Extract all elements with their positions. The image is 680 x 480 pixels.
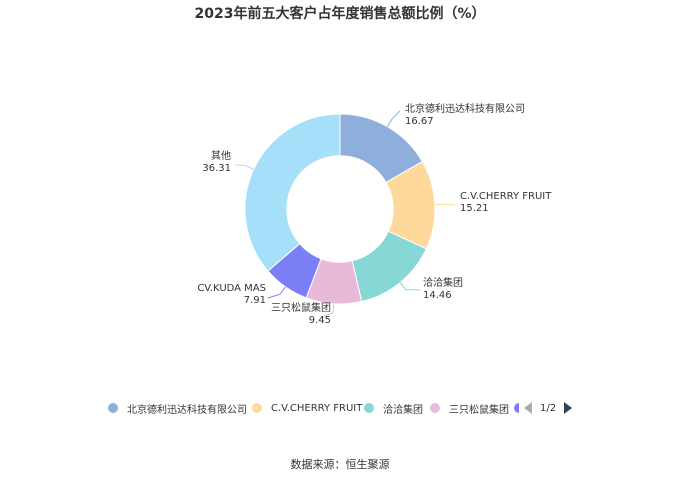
slice-label-3: 洽洽集团 (423, 276, 463, 289)
legend-label-4: 三只松鼠集团 (449, 404, 509, 416)
slice-label-6: 其他 (211, 149, 231, 162)
legend-item-4[interactable]: 三只松鼠集团 (430, 398, 509, 418)
slice-6[interactable] (244, 113, 341, 272)
legend-next-page-icon[interactable] (564, 402, 573, 414)
legend-marker-1 (108, 403, 118, 413)
leader-line-1 (387, 110, 401, 127)
legend-label-2: C.V.CHERRY FRUIT (271, 402, 363, 414)
leader-line-3 (399, 282, 421, 291)
leader-line-5 (267, 286, 286, 299)
data-source: 数据来源：恒生聚源 (290, 458, 390, 471)
legend-label-1: 北京德利迅达科技有限公司 (127, 404, 247, 416)
legend-label-3: 洽洽集团 (383, 404, 423, 416)
legend-marker-4 (430, 403, 440, 413)
legend-marker-3 (364, 403, 374, 413)
slice-label-4: 三只松鼠集团 (271, 301, 331, 314)
slice-value-4: 9.45 (309, 315, 331, 326)
legend-marker-2 (252, 403, 262, 413)
slice-value-5: 7.91 (244, 295, 266, 306)
legend-item-2[interactable]: C.V.CHERRY FRUIT (252, 398, 362, 418)
leader-line-4 (321, 303, 335, 318)
slice-value-6: 36.31 (202, 163, 231, 174)
legend-item-5-partial[interactable] (514, 398, 528, 418)
legend: 北京德利迅达科技有限公司 C.V.CHERRY FRUIT 洽洽集团 三只松鼠集… (0, 398, 680, 418)
slice-value-3: 14.46 (423, 290, 452, 301)
legend-marker-5 (514, 403, 519, 413)
legend-page-indicator: 1/2 (540, 402, 557, 414)
slice-label-2: C.V.CHERRY FRUIT (460, 191, 552, 202)
slice-label-5: CV.KUDA MAS (197, 283, 266, 294)
slice-value-1: 16.67 (405, 116, 434, 127)
legend-prev-page-icon[interactable] (524, 402, 532, 414)
chart-title: 2023年前五大客户占年度销售总额比例（%） (194, 6, 486, 22)
legend-item-1[interactable]: 北京德利迅达科技有限公司 (108, 398, 247, 418)
legend-pager: 1/2 (524, 398, 573, 418)
leader-line-6 (234, 164, 254, 170)
legend-item-3[interactable]: 洽洽集团 (364, 398, 423, 418)
slice-value-2: 15.21 (460, 203, 489, 214)
leader-line-2 (434, 203, 456, 206)
slice-label-1: 北京德利迅达科技有限公司 (405, 102, 525, 115)
